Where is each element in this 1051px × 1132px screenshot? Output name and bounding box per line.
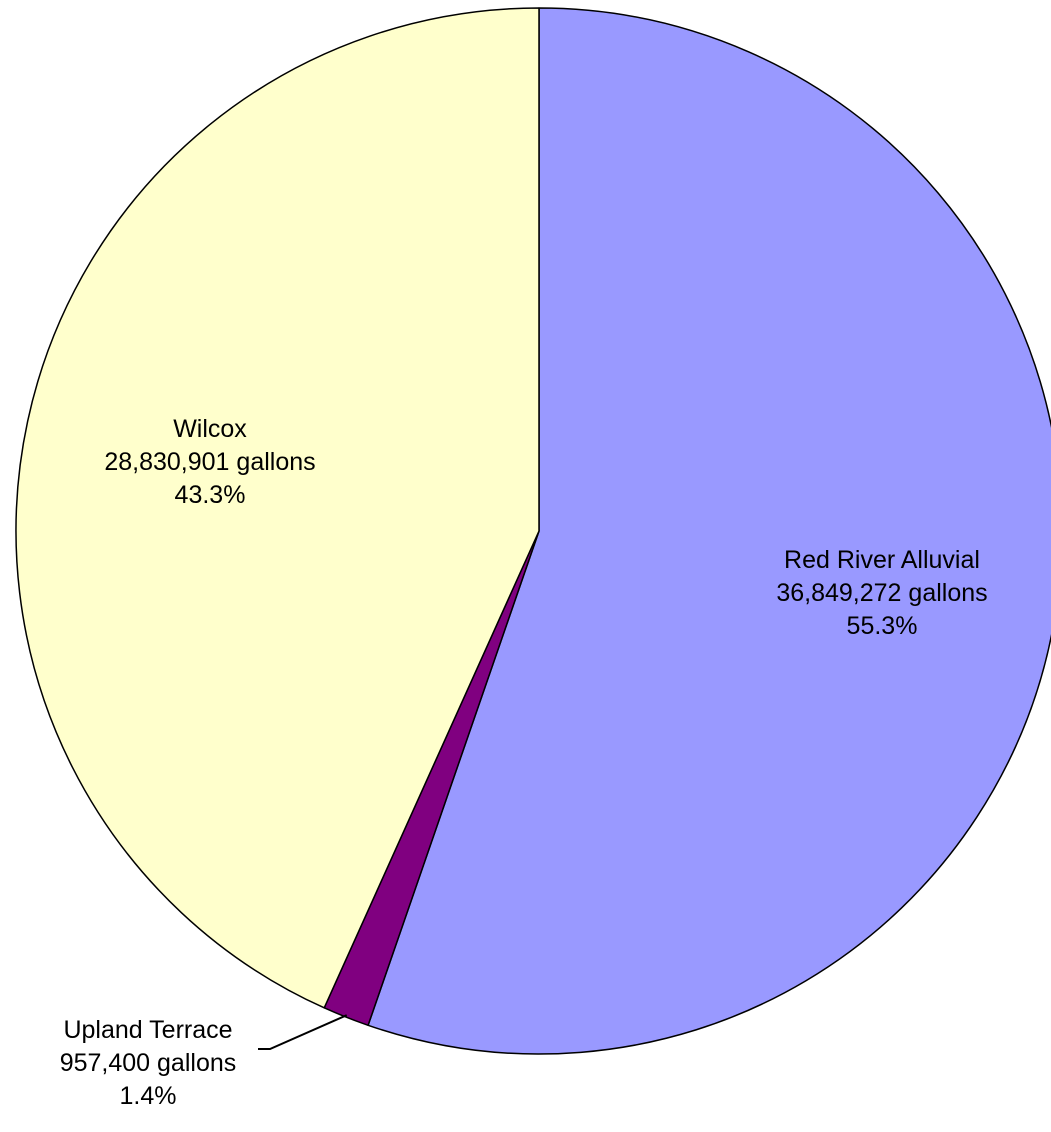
slice-label-red-river-alluvial-value-label: 36,849,272 gallons (776, 579, 987, 607)
slice-label-wilcox-value-label: 28,830,901 gallons (104, 448, 315, 476)
slice-label-upland-terrace-percent-label: 1.4% (120, 1082, 177, 1110)
slice-label-upland-terrace-value-label: 957,400 gallons (60, 1049, 237, 1077)
leader-line-upland-terrace (258, 1014, 348, 1050)
pie-slices (15, 7, 1051, 1055)
slice-label-wilcox-percent-label: 43.3% (175, 481, 246, 509)
slice-label-red-river-alluvial-percent-label: 55.3% (847, 612, 918, 640)
pie-labels: Red River Alluvial 36,849,272 gallons 55.3… (60, 415, 988, 1110)
slice-label-wilcox-name: Wilcox (173, 415, 247, 443)
slice-label-upland-terrace-name: Upland Terrace (63, 1016, 232, 1044)
pie-slice-wilcox (15, 7, 540, 1009)
pie-slice-red-river-alluvial (367, 7, 1051, 1055)
slice-label-red-river-alluvial-name: Red River Alluvial (784, 546, 980, 574)
